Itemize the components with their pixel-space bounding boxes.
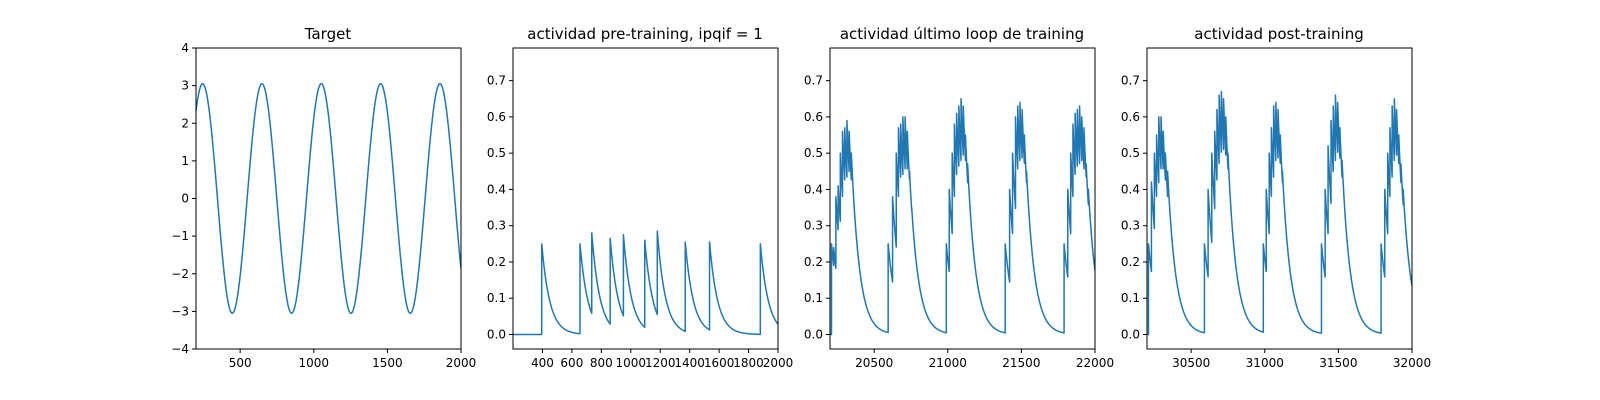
plot-area-post-training: 30500 31000 31500 32000 0.0 0.1 0.2 0.3 0.4 0.5 0.… (1121, 47, 1431, 370)
y-tick-label: 0.0 (1121, 327, 1140, 341)
x-tick-label: 31000 (1246, 356, 1284, 370)
x-tick-label: 1600 (704, 356, 735, 370)
y-tick-label: −3 (171, 304, 189, 318)
x-tick-label: 1800 (733, 356, 764, 370)
chart-title-post-training: actividad post-training (1194, 25, 1363, 43)
x-tick-label: 1400 (674, 356, 705, 370)
x-tick-label: 20500 (855, 356, 893, 370)
y-tick-label: 0.1 (1121, 291, 1140, 305)
y-tick-label: 0.4 (1121, 182, 1140, 196)
x-tick-label: 21500 (1002, 356, 1040, 370)
y-tick-label: 3 (181, 79, 189, 93)
y-tick-label: 4 (181, 41, 189, 55)
series-line-target (196, 82, 461, 315)
x-tick-label: 1000 (299, 356, 330, 370)
plot-area-target: 500 1000 1500 2000 −4 −3 −2 −1 0 1 2 3 4 (171, 41, 476, 370)
y-tick-label: 0.6 (487, 110, 506, 124)
y-tick-label: 0.3 (1121, 219, 1140, 233)
chart-title-pre-training: actividad pre-training, ipqif = 1 (527, 25, 763, 43)
x-tick-label: 800 (590, 356, 613, 370)
y-tick-label: 0.5 (487, 146, 506, 160)
x-tick-label: 500 (229, 356, 252, 370)
y-tick-label: 0.1 (487, 291, 506, 305)
x-tick-label: 32000 (1393, 356, 1431, 370)
y-tick-label: 0.3 (487, 219, 506, 233)
y-tick-label: 0.5 (804, 146, 823, 160)
x-tick-label: 1500 (372, 356, 403, 370)
series-line-post-training (1147, 90, 1412, 336)
y-tick-label: −4 (171, 342, 189, 356)
subplot-target: Target (304, 25, 352, 43)
y-tick-label: −2 (171, 267, 189, 281)
y-tick-label: 2 (181, 116, 189, 130)
y-tick-label: −1 (171, 229, 189, 243)
y-tick-label: 0.6 (1121, 110, 1140, 124)
chart-title-target: Target (304, 25, 352, 43)
y-tick-label: 0.7 (1121, 74, 1140, 88)
axes-frame-post-training (1146, 47, 1413, 350)
subplot-pre-training: actividad pre-training, ipqif = 1 (527, 25, 763, 43)
y-tick-label: 1 (181, 154, 189, 168)
y-tick-label: 0.1 (804, 291, 823, 305)
chart-title-last-training-loop: actividad último loop de training (840, 25, 1084, 43)
x-tick-label: 2000 (763, 356, 794, 370)
y-tick-label: 0.0 (804, 327, 823, 341)
x-tick-label: 21000 (929, 356, 967, 370)
axes-frame-pre-training (512, 47, 779, 350)
subplot-last-training-loop: actividad último loop de training (840, 25, 1084, 43)
y-tick-label: 0.5 (1121, 146, 1140, 160)
y-tick-label: 0.4 (804, 182, 823, 196)
x-tick-label: 400 (531, 356, 554, 370)
y-tick-label: 0 (181, 192, 189, 206)
x-tick-label: 1000 (616, 356, 647, 370)
axes-frame-last-training-loop (829, 47, 1096, 350)
y-tick-label: 0.6 (804, 110, 823, 124)
y-tick-label: 0.2 (804, 255, 823, 269)
y-tick-label: 0.4 (487, 182, 506, 196)
y-tick-label: 0.2 (487, 255, 506, 269)
y-tick-label: 0.7 (804, 74, 823, 88)
x-tick-label: 31500 (1319, 356, 1357, 370)
y-tick-label: 0.0 (487, 327, 506, 341)
plot-area-last-training-loop: 20500 21000 21500 22000 0.0 0.1 0.2 0.3 0.4 0.5 0.… (804, 47, 1114, 370)
x-tick-label: 2000 (446, 356, 477, 370)
y-tick-label: 0.7 (487, 74, 506, 88)
x-tick-label: 22000 (1076, 356, 1114, 370)
series-line-pre-training (513, 230, 778, 336)
series-line-last-training-loop (830, 98, 1095, 336)
x-tick-label: 1200 (645, 356, 676, 370)
subplot-post-training: actividad post-training (1194, 25, 1363, 43)
x-tick-label: 30500 (1172, 356, 1210, 370)
y-tick-label: 0.2 (1121, 255, 1140, 269)
y-tick-label: 0.3 (804, 219, 823, 233)
x-tick-label: 600 (560, 356, 583, 370)
